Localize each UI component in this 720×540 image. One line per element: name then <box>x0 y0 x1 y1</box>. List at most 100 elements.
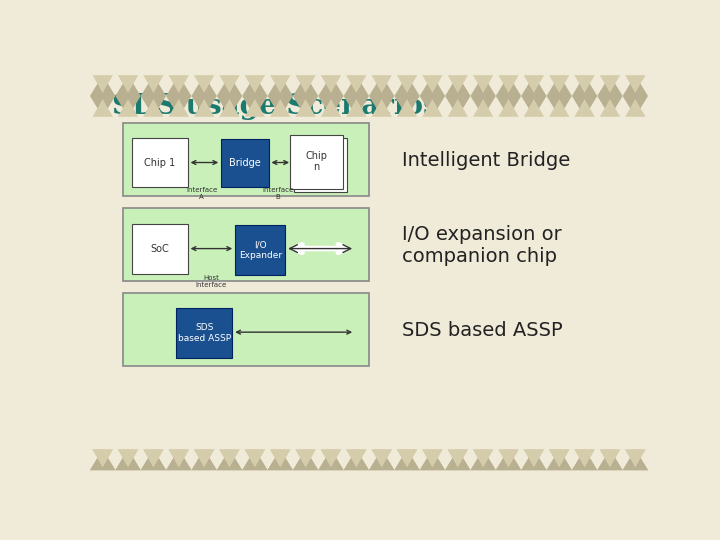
Text: Interface
A: Interface A <box>186 187 217 200</box>
Polygon shape <box>90 449 115 470</box>
Polygon shape <box>395 96 420 117</box>
Polygon shape <box>369 96 395 117</box>
Polygon shape <box>422 449 443 467</box>
Polygon shape <box>445 75 470 96</box>
Polygon shape <box>575 449 595 467</box>
Polygon shape <box>369 449 395 470</box>
Polygon shape <box>498 449 518 467</box>
Polygon shape <box>270 75 290 93</box>
Polygon shape <box>473 75 493 93</box>
Polygon shape <box>194 449 215 467</box>
Polygon shape <box>242 449 268 470</box>
Polygon shape <box>600 75 620 93</box>
Polygon shape <box>549 449 570 467</box>
Polygon shape <box>448 99 468 117</box>
Polygon shape <box>93 75 113 93</box>
Polygon shape <box>318 75 343 96</box>
Text: Chip 1: Chip 1 <box>144 158 176 167</box>
FancyBboxPatch shape <box>176 308 233 358</box>
Polygon shape <box>625 449 645 467</box>
Polygon shape <box>523 99 544 117</box>
Polygon shape <box>600 99 620 117</box>
Polygon shape <box>93 449 113 467</box>
Polygon shape <box>343 449 369 470</box>
Text: I/O
Expander: I/O Expander <box>238 240 282 260</box>
Polygon shape <box>115 449 140 470</box>
Polygon shape <box>397 449 417 467</box>
Polygon shape <box>346 99 366 117</box>
Polygon shape <box>293 75 318 96</box>
Text: SDS based ASSP: SDS based ASSP <box>402 321 563 340</box>
Polygon shape <box>217 449 242 470</box>
Polygon shape <box>143 449 163 467</box>
Polygon shape <box>90 96 115 117</box>
Polygon shape <box>115 75 140 96</box>
Polygon shape <box>192 96 217 117</box>
Polygon shape <box>625 449 645 467</box>
Polygon shape <box>369 75 395 96</box>
Polygon shape <box>220 449 240 467</box>
Polygon shape <box>166 75 192 96</box>
Polygon shape <box>372 449 392 467</box>
Polygon shape <box>546 449 572 470</box>
Polygon shape <box>168 449 189 467</box>
Polygon shape <box>194 75 215 93</box>
Polygon shape <box>521 449 546 470</box>
Polygon shape <box>498 75 518 93</box>
FancyBboxPatch shape <box>132 138 188 187</box>
Polygon shape <box>166 96 192 117</box>
Polygon shape <box>549 75 570 93</box>
Polygon shape <box>625 75 645 93</box>
Polygon shape <box>623 96 648 117</box>
Polygon shape <box>575 449 595 467</box>
Polygon shape <box>546 75 572 96</box>
Polygon shape <box>420 449 445 470</box>
Polygon shape <box>445 449 470 470</box>
Polygon shape <box>445 449 470 470</box>
Polygon shape <box>268 449 293 470</box>
Polygon shape <box>473 99 493 117</box>
Polygon shape <box>549 449 570 467</box>
Polygon shape <box>572 75 598 96</box>
Polygon shape <box>295 99 316 117</box>
Polygon shape <box>521 96 546 117</box>
Polygon shape <box>192 449 217 470</box>
Polygon shape <box>473 449 493 467</box>
Polygon shape <box>194 99 215 117</box>
Polygon shape <box>395 75 420 96</box>
Polygon shape <box>470 75 496 96</box>
Polygon shape <box>168 75 189 93</box>
Text: Intelligent Bridge: Intelligent Bridge <box>402 151 571 170</box>
Polygon shape <box>143 75 163 93</box>
Polygon shape <box>496 75 521 96</box>
Polygon shape <box>600 449 620 467</box>
Polygon shape <box>321 449 341 467</box>
Polygon shape <box>572 96 598 117</box>
Polygon shape <box>168 449 189 467</box>
Polygon shape <box>268 96 293 117</box>
Polygon shape <box>140 75 166 96</box>
Polygon shape <box>420 75 445 96</box>
Polygon shape <box>448 75 468 93</box>
Polygon shape <box>245 99 265 117</box>
Polygon shape <box>346 449 366 467</box>
Polygon shape <box>623 449 648 470</box>
Polygon shape <box>600 449 620 467</box>
Polygon shape <box>293 96 318 117</box>
Polygon shape <box>546 96 572 117</box>
Polygon shape <box>521 75 546 96</box>
Polygon shape <box>598 75 623 96</box>
Polygon shape <box>118 99 138 117</box>
Polygon shape <box>217 75 242 96</box>
Text: Chip
n: Chip n <box>305 151 328 172</box>
Polygon shape <box>623 449 648 470</box>
Polygon shape <box>420 449 445 470</box>
Polygon shape <box>118 449 138 467</box>
Polygon shape <box>496 96 521 117</box>
Polygon shape <box>496 449 521 470</box>
Polygon shape <box>346 75 366 93</box>
Polygon shape <box>372 75 392 93</box>
Polygon shape <box>521 449 546 470</box>
Polygon shape <box>295 75 316 93</box>
Polygon shape <box>321 449 341 467</box>
